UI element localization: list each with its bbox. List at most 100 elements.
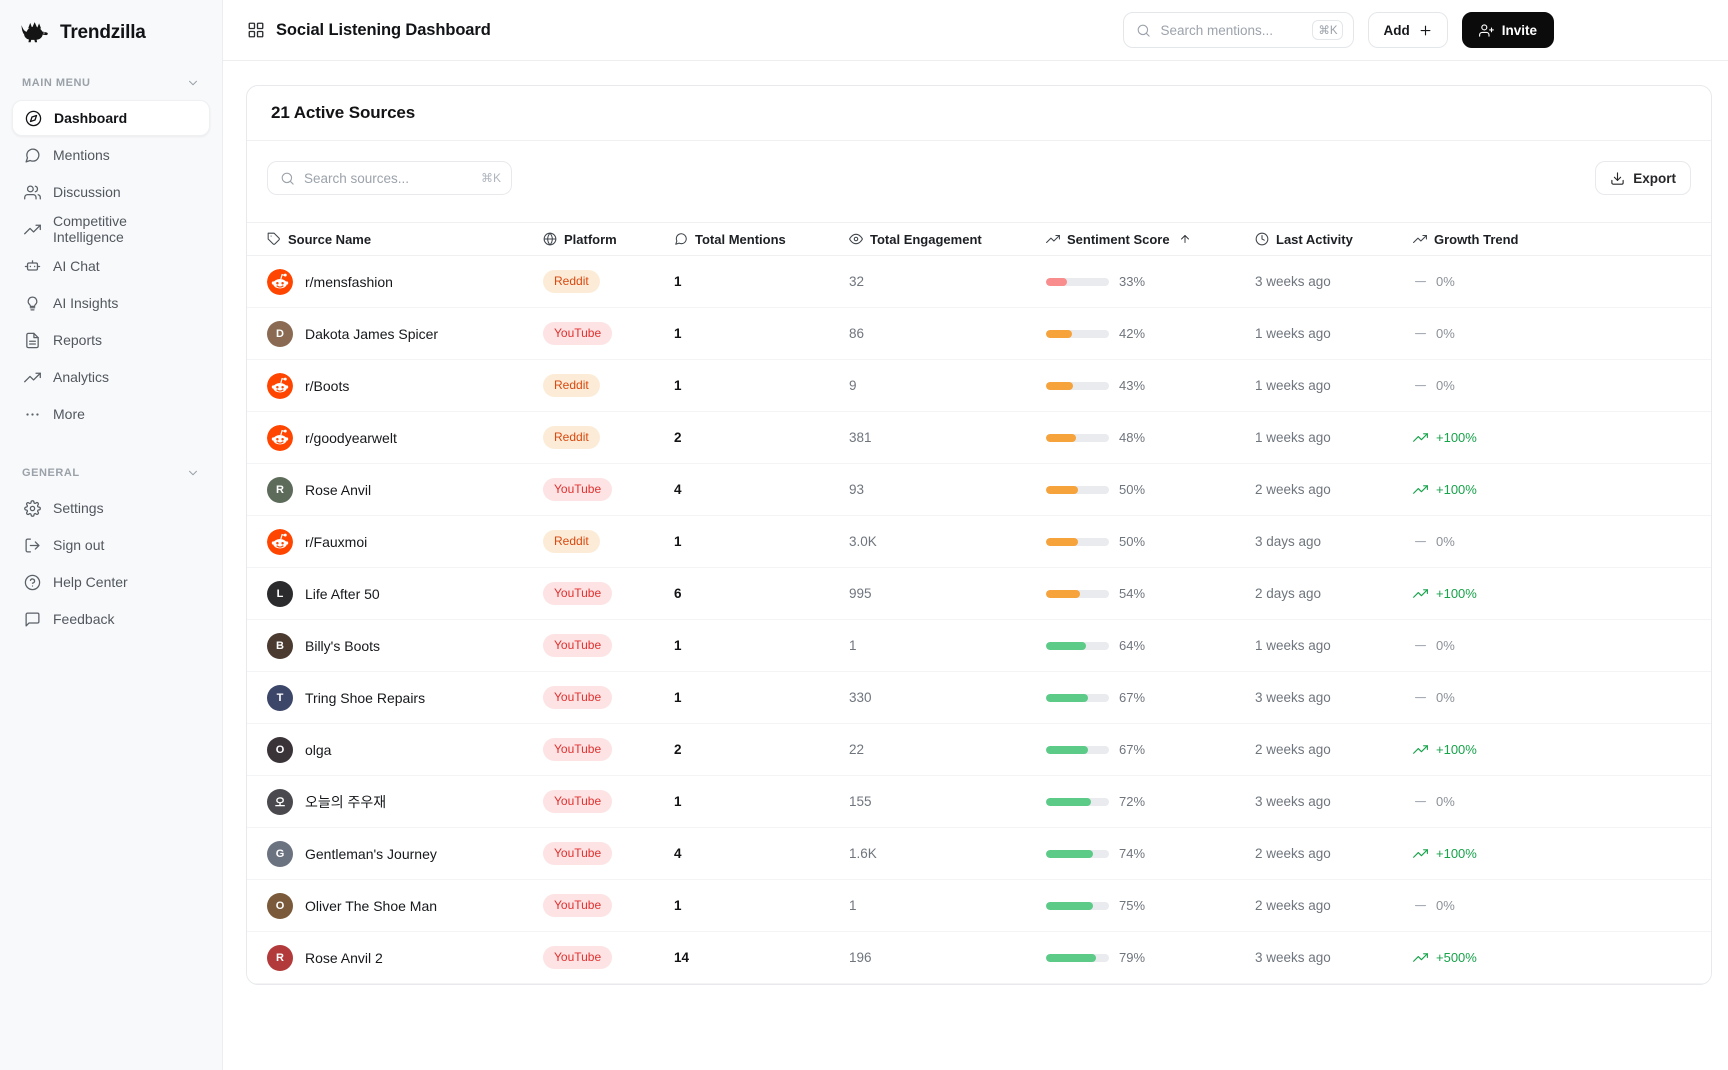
table-row[interactable]: L Life After 50 YouTube 6 995 54% 2 days ago +1… xyxy=(247,568,1711,620)
sentiment-cell: 64% xyxy=(1046,638,1255,653)
growth-trend-value: +100% xyxy=(1436,482,1477,497)
column-header-label: Source Name xyxy=(288,231,372,247)
sentiment-bar-fill xyxy=(1046,797,1092,806)
add-button-label: Add xyxy=(1383,22,1410,38)
sentiment-cell: 79% xyxy=(1046,950,1255,965)
source-name: Gentleman's Journey xyxy=(305,845,437,862)
reddit-avatar xyxy=(267,424,293,451)
trending-up-icon xyxy=(1413,232,1427,246)
sidebar-item-settings[interactable]: Settings xyxy=(12,490,210,526)
sidebar-item-ai-chat[interactable]: AI Chat xyxy=(12,248,210,284)
last-activity-value: 1 weeks ago xyxy=(1255,638,1331,653)
table-row[interactable]: r/Fauxmoi Reddit 1 3.0K 50% 3 days ago 0% xyxy=(247,516,1711,568)
growth-trend-value: 0% xyxy=(1436,534,1455,549)
gear-icon xyxy=(24,499,41,517)
sidebar-item-analytics[interactable]: Analytics xyxy=(12,359,210,395)
table-row[interactable]: B Billy's Boots YouTube 1 1 64% 1 weeks ago 0% xyxy=(247,620,1711,672)
sidebar-item-label: Analytics xyxy=(53,369,110,385)
source-cell: r/Fauxmoi xyxy=(267,528,543,555)
platform-badge: YouTube xyxy=(543,790,613,813)
sidebar-item-ai-insights[interactable]: AI Insights xyxy=(12,285,210,321)
table-row[interactable]: r/Boots Reddit 1 9 43% 1 weeks ago 0% xyxy=(247,360,1711,412)
table-row[interactable]: T Tring Shoe Repairs YouTube 1 330 67% 3 weeks… xyxy=(247,672,1711,724)
source-name: Tring Shoe Repairs xyxy=(305,689,426,706)
search-mentions-input[interactable]: Search mentions... ⌘K xyxy=(1123,12,1355,48)
sidebar-item-help-center[interactable]: Help Center xyxy=(12,564,210,600)
column-header-label: Last Activity xyxy=(1276,231,1353,247)
sign-out-icon xyxy=(24,537,41,554)
last-activity-value: 1 weeks ago xyxy=(1255,378,1331,393)
table-row[interactable]: r/goodyearwelt Reddit 2 381 48% 1 weeks ago +1… xyxy=(247,412,1711,464)
sentiment-cell: 72% xyxy=(1046,794,1255,809)
sidebar-item-competitive-intelligence[interactable]: Competitive Intelligence xyxy=(12,211,210,247)
invite-button[interactable]: Invite xyxy=(1461,12,1554,48)
last-activity-value: 3 weeks ago xyxy=(1255,794,1331,809)
table-row[interactable]: D Dakota James Spicer YouTube 1 86 42% 1 weeks… xyxy=(247,308,1711,360)
column-header-total-mentions[interactable]: Total Mentions xyxy=(674,232,849,247)
platform-cell: Reddit xyxy=(543,270,674,293)
table-row[interactable]: 오 오늘의 주우재 YouTube 1 155 72% 3 weeks ago 0% xyxy=(247,776,1711,828)
total-mentions-value: 2 xyxy=(674,742,682,757)
trending-up-icon xyxy=(1413,846,1428,861)
total-engagement-value: 1 xyxy=(849,638,857,653)
sidebar-item-sign-out[interactable]: Sign out xyxy=(12,527,210,563)
sentiment-value: 79% xyxy=(1119,950,1146,965)
avatar: O xyxy=(267,736,293,763)
dash-icon xyxy=(1413,794,1428,809)
export-button[interactable]: Export xyxy=(1595,161,1691,195)
total-mentions-value: 1 xyxy=(674,794,682,809)
shortcut-badge: ⌘K xyxy=(1312,20,1344,40)
add-button[interactable]: Add xyxy=(1368,12,1448,48)
platform-cell: YouTube xyxy=(543,894,674,917)
sentiment-value: 48% xyxy=(1119,430,1146,445)
chat-bubble-icon xyxy=(674,232,688,246)
table-row[interactable]: O Oliver The Shoe Man YouTube 1 1 75% 2 weeks … xyxy=(247,880,1711,932)
dash-icon xyxy=(1413,898,1428,913)
help-circle-icon xyxy=(24,574,41,591)
total-engagement-value: 995 xyxy=(849,586,872,601)
sidebar-item-dashboard[interactable]: Dashboard xyxy=(12,100,210,136)
source-cell: 오 오늘의 주우재 xyxy=(267,788,543,815)
search-sources-input[interactable]: Search sources... ⌘K xyxy=(267,161,512,195)
column-header-total-engagement[interactable]: Total Engagement xyxy=(849,232,1046,247)
sidebar-item-mentions[interactable]: Mentions xyxy=(12,137,210,173)
column-header-sentiment-score[interactable]: Sentiment Score xyxy=(1046,232,1255,247)
sidebar-item-feedback[interactable]: Feedback xyxy=(12,601,210,637)
sidebar-item-discussion[interactable]: Discussion xyxy=(12,174,210,210)
source-name: Billy's Boots xyxy=(305,637,381,654)
table-row[interactable]: R Rose Anvil YouTube 4 93 50% 2 weeks ago +100% xyxy=(247,464,1711,516)
sidebar-section-label[interactable]: MAIN MENU xyxy=(12,70,210,100)
platform-badge: YouTube xyxy=(543,478,613,501)
grid-icon xyxy=(247,21,265,39)
platform-badge: YouTube xyxy=(543,582,613,605)
sidebar-item-label: Sign out xyxy=(53,537,105,553)
table-row[interactable]: r/mensfashion Reddit 1 32 33% 3 weeks ago 0% xyxy=(247,256,1711,308)
platform-badge: Reddit xyxy=(543,426,600,449)
sentiment-bar-track xyxy=(1046,589,1109,598)
column-header-source-name[interactable]: Source Name xyxy=(267,232,543,247)
sentiment-bar-track xyxy=(1046,537,1109,546)
trending-up-icon xyxy=(24,221,41,238)
sidebar-section-label[interactable]: GENERAL xyxy=(12,460,210,490)
document-icon xyxy=(24,332,41,349)
platform-badge: YouTube xyxy=(543,894,613,917)
growth-trend-cell: 0% xyxy=(1413,326,1691,341)
column-header-platform[interactable]: Platform xyxy=(543,232,674,247)
last-activity-value: 3 weeks ago xyxy=(1255,690,1331,705)
platform-badge: YouTube xyxy=(543,946,613,969)
avatar: D xyxy=(267,320,293,347)
source-name: Rose Anvil xyxy=(305,481,372,498)
page-title: Social Listening Dashboard xyxy=(276,20,491,39)
sentiment-bar-track xyxy=(1046,693,1109,702)
table-row[interactable]: G Gentleman's Journey YouTube 4 1.6K 74% 2 wee… xyxy=(247,828,1711,880)
growth-trend-value: 0% xyxy=(1436,690,1455,705)
sidebar-item-more[interactable]: More xyxy=(12,396,210,432)
sidebar-item-reports[interactable]: Reports xyxy=(12,322,210,358)
column-header-last-activity[interactable]: Last Activity xyxy=(1255,232,1413,247)
trending-up-icon xyxy=(24,369,41,386)
column-header-growth-trend[interactable]: Growth Trend xyxy=(1413,232,1691,247)
avatar: G xyxy=(267,840,293,867)
sentiment-bar-fill xyxy=(1046,901,1094,910)
table-row[interactable]: R Rose Anvil 2 YouTube 14 196 79% 3 weeks ago +… xyxy=(247,932,1711,984)
